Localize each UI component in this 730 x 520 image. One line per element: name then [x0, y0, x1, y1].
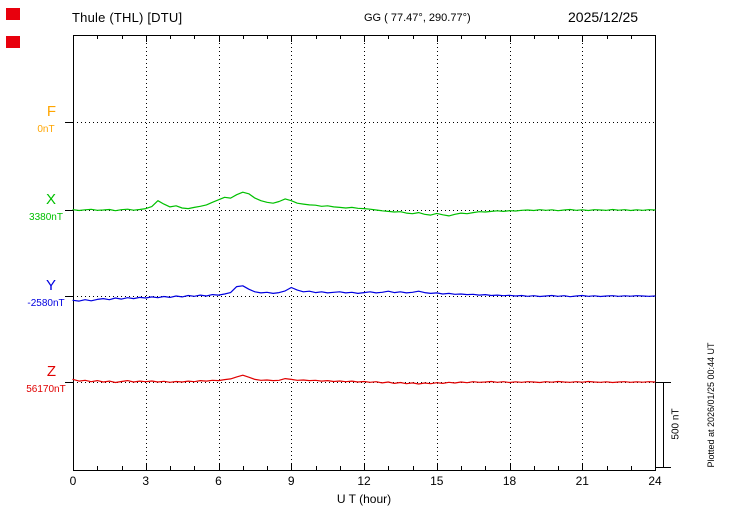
- plotted-at-note: Plotted at 2026/01/25 00:44 UT: [706, 342, 716, 468]
- x-tick-label: 6: [215, 474, 222, 488]
- x-tick-label: 21: [575, 474, 589, 488]
- channel-baseline-X: 3380nT: [29, 212, 63, 223]
- station-title: Thule (THL) [DTU]: [72, 10, 183, 25]
- channel-baseline-Y: -2580nT: [27, 298, 65, 309]
- geographic-coordinates: GG ( 77.47°, 290.77°): [364, 12, 471, 24]
- x-tick-label: 12: [357, 474, 371, 488]
- x-tick-label: 0: [69, 474, 77, 488]
- trace-X: [72, 191, 656, 217]
- channel-letter-Y: Y: [45, 277, 56, 294]
- x-tick-label: 9: [287, 474, 295, 488]
- red-corner-mark: [6, 36, 20, 48]
- plot-date: 2025/12/25: [568, 9, 639, 25]
- channel-baseline-Z: 56170nT: [26, 384, 66, 395]
- trace-Y: [72, 285, 656, 302]
- channel-letter-X: X: [45, 191, 56, 208]
- x-axis-title: U T (hour): [336, 492, 392, 506]
- channel-letter-Z: Z: [46, 363, 56, 380]
- x-tick-label: 3: [142, 474, 150, 488]
- channel-letter-F: F: [46, 103, 56, 120]
- x-tick-label: 24: [648, 474, 662, 488]
- trace-Z: [72, 374, 656, 385]
- x-tick-label: 15: [430, 474, 444, 488]
- x-tick-label: 18: [502, 474, 517, 488]
- channel-baseline-F: 0nT: [37, 124, 55, 135]
- scale-bar-label: 500 nT: [670, 408, 682, 440]
- red-corner-mark: [6, 8, 20, 20]
